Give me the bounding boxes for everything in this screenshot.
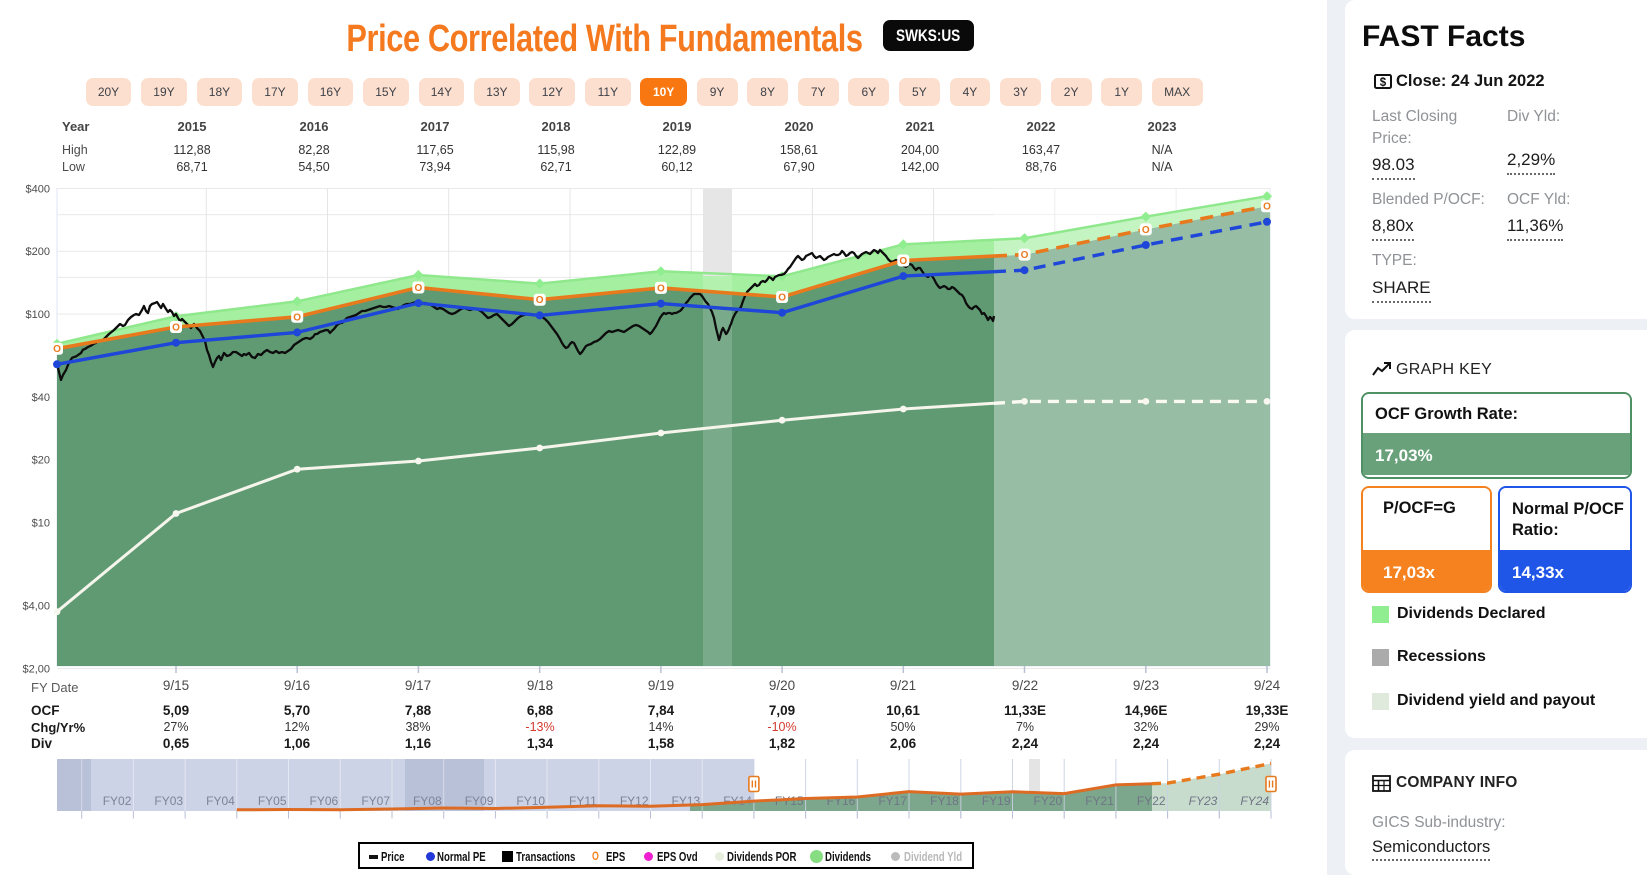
svg-text:FY08: FY08	[413, 794, 442, 808]
svg-text:FY22: FY22	[1137, 794, 1166, 808]
svg-text:$4,00: $4,00	[22, 601, 50, 613]
svg-text:FY18: FY18	[930, 794, 959, 808]
svg-text:$200: $200	[26, 246, 50, 258]
svg-text:FY20: FY20	[1034, 794, 1063, 808]
svg-text:FY04: FY04	[206, 794, 235, 808]
svg-text:FY24: FY24	[1240, 794, 1269, 808]
svg-text:O: O	[1263, 202, 1271, 213]
svg-text:FY05: FY05	[258, 794, 287, 808]
svg-text:FY23: FY23	[1189, 794, 1218, 808]
svg-text:$: $	[1380, 77, 1387, 89]
svg-text:FY10: FY10	[516, 794, 545, 808]
svg-text:O: O	[172, 323, 180, 334]
svg-text:FY09: FY09	[465, 794, 494, 808]
svg-text:$20: $20	[32, 455, 50, 467]
svg-text:O: O	[1142, 225, 1150, 236]
svg-text:$100: $100	[26, 309, 50, 321]
svg-text:FY03: FY03	[154, 794, 183, 808]
svg-text:O: O	[657, 283, 665, 294]
svg-text:FY12: FY12	[620, 794, 649, 808]
svg-text:O: O	[899, 256, 907, 267]
svg-text:$400: $400	[26, 183, 50, 195]
svg-text:O: O	[293, 312, 301, 323]
svg-text:FY19: FY19	[982, 794, 1011, 808]
svg-text:FY11: FY11	[569, 794, 597, 808]
svg-text:FY21: FY21	[1085, 794, 1114, 808]
svg-text:$40: $40	[32, 392, 50, 404]
svg-text:FY07: FY07	[361, 794, 390, 808]
svg-text:O: O	[778, 293, 786, 304]
svg-text:O: O	[1021, 250, 1029, 261]
svg-text:O: O	[536, 295, 544, 306]
svg-text:FY06: FY06	[310, 794, 339, 808]
svg-text:O: O	[53, 344, 61, 355]
svg-text:FY02: FY02	[103, 794, 132, 808]
svg-text:FY17: FY17	[878, 794, 907, 808]
svg-text:$10: $10	[32, 518, 50, 530]
svg-text:$2,00: $2,00	[22, 663, 50, 675]
svg-text:O: O	[415, 283, 423, 294]
